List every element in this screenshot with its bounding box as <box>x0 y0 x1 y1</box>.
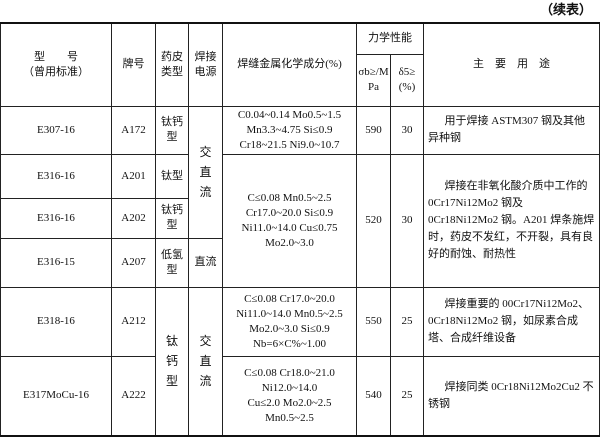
delta-cell: 25 <box>390 286 424 357</box>
brand-cell: A172 <box>111 105 156 155</box>
chem-cell: C≤0.08 Mn0.5~2.5 Cr17.0~20.0 Si≤0.9 Ni11.0… <box>222 153 357 288</box>
sigma-cell: 590 <box>356 105 391 155</box>
model-cell: E316-16 <box>0 197 112 239</box>
table-row: E316-16 A202 钛钙型 <box>0 197 600 239</box>
brand-cell: A222 <box>111 355 156 437</box>
header-chem: 焊缝金属化学成分(%) <box>222 22 357 107</box>
table-row: E307-16 A172 钛钙型 交直流 C0.04~0.14 Mo0.5~1.… <box>0 105 600 239</box>
coating-cell: 钛钙型 <box>155 105 189 155</box>
table-row: E316-16 A201 钛型 C≤0.08 Mn0.5~2.5 Cr17.0~2… <box>0 153 600 288</box>
chem-cell: C≤0.08 Cr18.0~21.0 Ni12.0~14.0 Cu≤2.0 Mo2.… <box>222 355 357 437</box>
brand-cell: A212 <box>111 286 156 357</box>
chem-cell: C≤0.08 Cr17.0~20.0 Ni11.0~14.0 Mn0.5~2.5 M… <box>222 286 357 357</box>
model-cell: E316-16 <box>0 153 112 199</box>
brand-cell: A202 <box>111 197 156 239</box>
table-row: E316-15 A207 低氢型 直流 <box>0 237 600 288</box>
table-row: E317MoCu-16 A222 C≤0.08 Cr18.0~21.0 Ni12.… <box>0 355 600 437</box>
power-cell: 交直流 <box>188 105 223 239</box>
use-cell: 焊接重要的 00Cr17Ni12Mo2、0Cr18Ni12Mo2 钢，如尿素合成… <box>423 286 600 357</box>
header-model: 型 号（曾用标准） <box>0 22 112 107</box>
use-cell: 用于焊接 ASTM307 钢及其他异种钢 <box>423 105 600 155</box>
coating-cell: 低氢型 <box>155 237 189 288</box>
header-brand: 牌号 <box>111 22 156 107</box>
sigma-cell: 540 <box>356 355 391 437</box>
use-cell: 焊接同类 0Cr18Ni12Mo2Cu2 不锈钢 <box>423 355 600 437</box>
model-cell: E307-16 <box>0 105 112 155</box>
power-cell: 交直流 <box>188 286 223 437</box>
coating-cell: 钛钙型 <box>155 286 189 437</box>
delta-cell: 30 <box>390 105 424 155</box>
coating-cell: 钛钙型 <box>155 197 189 239</box>
chem-cell: C0.04~0.14 Mo0.5~1.5 Mn3.3~4.75 Si≤0.9 Cr1… <box>222 105 357 155</box>
delta-cell: 25 <box>390 355 424 437</box>
brand-cell: A207 <box>111 237 156 288</box>
sigma-cell: 520 <box>356 153 391 288</box>
header-mech: 力学性能 <box>356 22 424 55</box>
model-cell: E318-16 <box>0 286 112 357</box>
header-delta: δ5≥(%) <box>390 53 424 107</box>
header-sigma: σb≥/MPa <box>356 53 391 107</box>
coating-cell: 钛型 <box>155 153 189 199</box>
electrode-table: 型 号（曾用标准） 牌号 药皮类型 焊接电源 焊缝金属化学成分(%) 力学性能 … <box>0 22 600 437</box>
model-cell: E316-15 <box>0 237 112 288</box>
sigma-cell: 550 <box>356 286 391 357</box>
continued-label: （续表） <box>539 2 592 17</box>
header-use: 主 要 用 途 <box>423 22 600 107</box>
table-row: E318-16 A212 钛钙型 交直流 C≤0.08 Cr17.0~20.0 N… <box>0 286 600 437</box>
use-cell: 焊接在非氧化酸介质中工作的0Cr17Ni12Mo2 钢及 0Cr18Ni12Mo… <box>423 153 600 288</box>
header-power: 焊接电源 <box>188 22 223 107</box>
power-cell: 直流 <box>188 237 223 288</box>
brand-cell: A201 <box>111 153 156 199</box>
header-coating: 药皮类型 <box>155 22 189 107</box>
delta-cell: 30 <box>390 153 424 288</box>
model-cell: E317MoCu-16 <box>0 355 112 437</box>
